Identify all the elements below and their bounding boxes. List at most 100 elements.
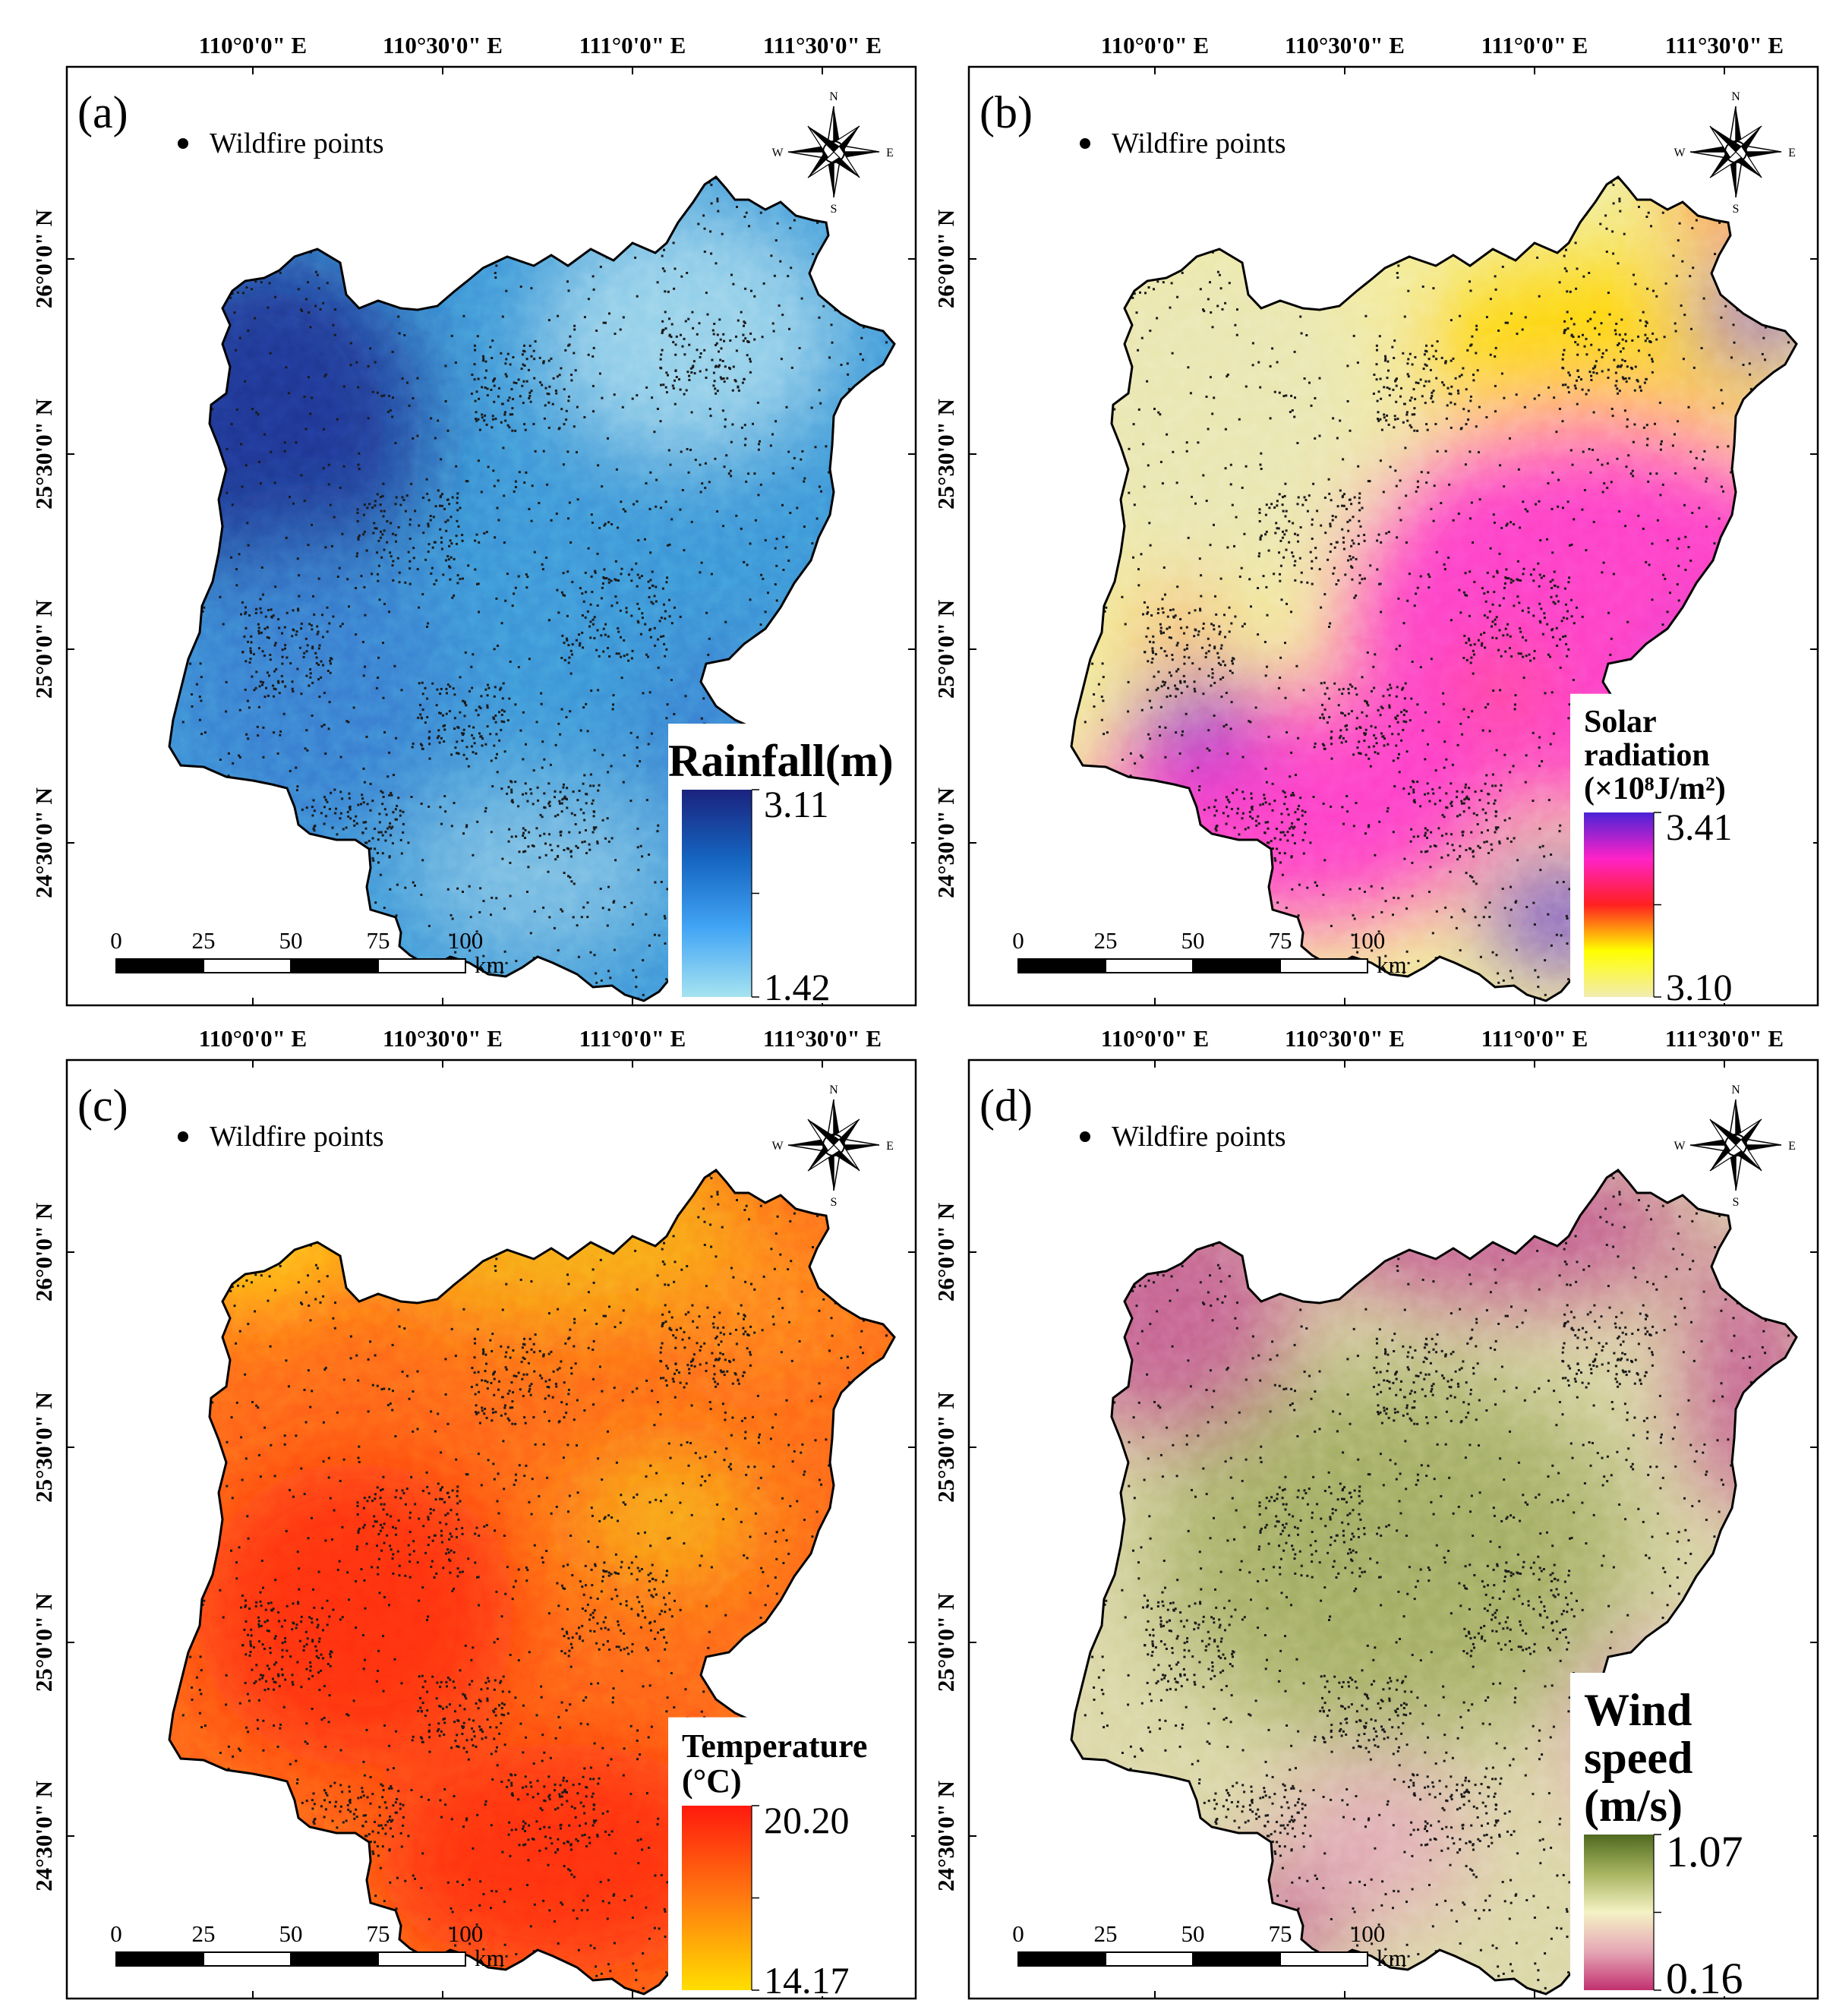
- wildfire-point: [1513, 523, 1516, 525]
- wildfire-point: [399, 503, 402, 506]
- wildfire-point: [1353, 596, 1356, 599]
- wildfire-point: [500, 622, 503, 625]
- wildfire-point: [588, 625, 591, 628]
- wildfire-point: [392, 532, 394, 535]
- wildfire-point: [1462, 708, 1465, 711]
- wildfire-point: [563, 388, 566, 391]
- wildfire-point: [557, 844, 560, 847]
- wildfire-point: [657, 638, 660, 641]
- wildfire-point: [492, 418, 494, 421]
- wildfire-point: [607, 885, 610, 888]
- wildfire-point: [372, 532, 375, 535]
- wildfire-point: [1463, 910, 1466, 913]
- wildfire-point: [1377, 411, 1380, 414]
- wildfire-point: [1684, 569, 1687, 571]
- wildfire-point: [1243, 623, 1246, 626]
- wildfire-point: [674, 379, 676, 382]
- wildfire-point: [674, 267, 677, 270]
- wildfire-point: [1444, 360, 1447, 363]
- wildfire-point: [658, 620, 661, 623]
- wildfire-point: [514, 586, 517, 589]
- wildfire-point: [719, 376, 722, 379]
- wildfire-point: [699, 491, 702, 494]
- wildfire-point: [645, 653, 648, 656]
- wildfire-point: [528, 507, 531, 510]
- wildfire-point: [1140, 754, 1143, 757]
- wildfire-point: [1392, 831, 1395, 834]
- wildfire-point: [598, 655, 601, 658]
- wildfire-point: [661, 267, 664, 270]
- wildfire-point: [336, 576, 339, 578]
- wildfire-point: [463, 700, 466, 703]
- wildfire-point: [1428, 891, 1431, 893]
- wildfire-point: [607, 581, 610, 584]
- wildfire-point: [594, 571, 597, 574]
- wildfire-point: [544, 842, 547, 845]
- wildfire-point: [189, 662, 192, 665]
- wildfire-point: [263, 433, 267, 436]
- wildfire-point: [431, 546, 434, 549]
- wildfire-point: [742, 333, 745, 336]
- wildfire-point: [475, 708, 478, 711]
- wildfire-point: [330, 662, 332, 665]
- wildfire-point: [1559, 824, 1562, 827]
- wildfire-point: [1219, 287, 1222, 290]
- wildfire-point: [263, 627, 267, 630]
- wildfire-point: [322, 427, 325, 431]
- wildfire-point: [601, 396, 604, 399]
- wildfire-point: [1193, 687, 1196, 690]
- wildfire-point: [610, 837, 614, 840]
- wildfire-point: [1330, 925, 1333, 927]
- wildfire-point: [566, 450, 569, 453]
- wildfire-point: [255, 670, 258, 674]
- wildfire-point: [587, 547, 590, 550]
- wildfire-point: [365, 841, 368, 844]
- wildfire-point: [1465, 388, 1468, 391]
- wildfire-point: [1469, 289, 1472, 292]
- wildfire-point: [1425, 481, 1428, 484]
- wildfire-point: [1289, 775, 1292, 778]
- wildfire-point: [283, 450, 286, 453]
- wildfire-point: [540, 692, 543, 695]
- wildfire-point: [517, 378, 520, 381]
- wildfire-point: [277, 680, 279, 683]
- wildfire-point: [1224, 467, 1227, 470]
- wildfire-point: [1469, 344, 1472, 347]
- wildfire-point: [514, 486, 517, 488]
- wildfire-point: [730, 273, 733, 276]
- wildfire-point: [1742, 364, 1745, 366]
- wildfire-point: [645, 913, 648, 916]
- wildfire-point: [1581, 508, 1584, 511]
- wildfire-point: [409, 567, 412, 570]
- wildfire-point: [314, 304, 317, 308]
- wildfire-point: [424, 558, 427, 561]
- wildfire-point: [1388, 704, 1391, 707]
- wildfire-point: [560, 708, 563, 711]
- wildfire-point: [1435, 358, 1438, 361]
- wildfire-point: [614, 595, 617, 598]
- wildfire-point: [493, 695, 496, 698]
- wildfire-point: [567, 644, 570, 647]
- wildfire-point: [1102, 676, 1105, 679]
- wildfire-point: [1607, 368, 1610, 371]
- wildfire-point: [303, 396, 306, 398]
- wildfire-point: [378, 821, 381, 824]
- wildfire-point: [274, 642, 277, 645]
- wildfire-point: [453, 727, 456, 730]
- wildfire-point: [1286, 831, 1289, 834]
- wildfire-point: [539, 381, 542, 384]
- wildfire-point: [563, 797, 566, 800]
- wildfire-point: [1341, 496, 1344, 499]
- wildfire-point: [620, 500, 623, 503]
- wildfire-point: [670, 323, 674, 326]
- wildfire-point: [1601, 352, 1604, 355]
- wildfire-point: [319, 308, 322, 311]
- wildfire-point: [1181, 271, 1184, 274]
- wildfire-point: [509, 861, 512, 864]
- wildfire-point: [649, 551, 652, 554]
- wildfire-point: [1387, 423, 1390, 426]
- wildfire-point: [758, 443, 760, 446]
- wildfire-point: [448, 503, 451, 506]
- wildfire-point: [261, 650, 264, 653]
- wildfire-point: [780, 358, 783, 361]
